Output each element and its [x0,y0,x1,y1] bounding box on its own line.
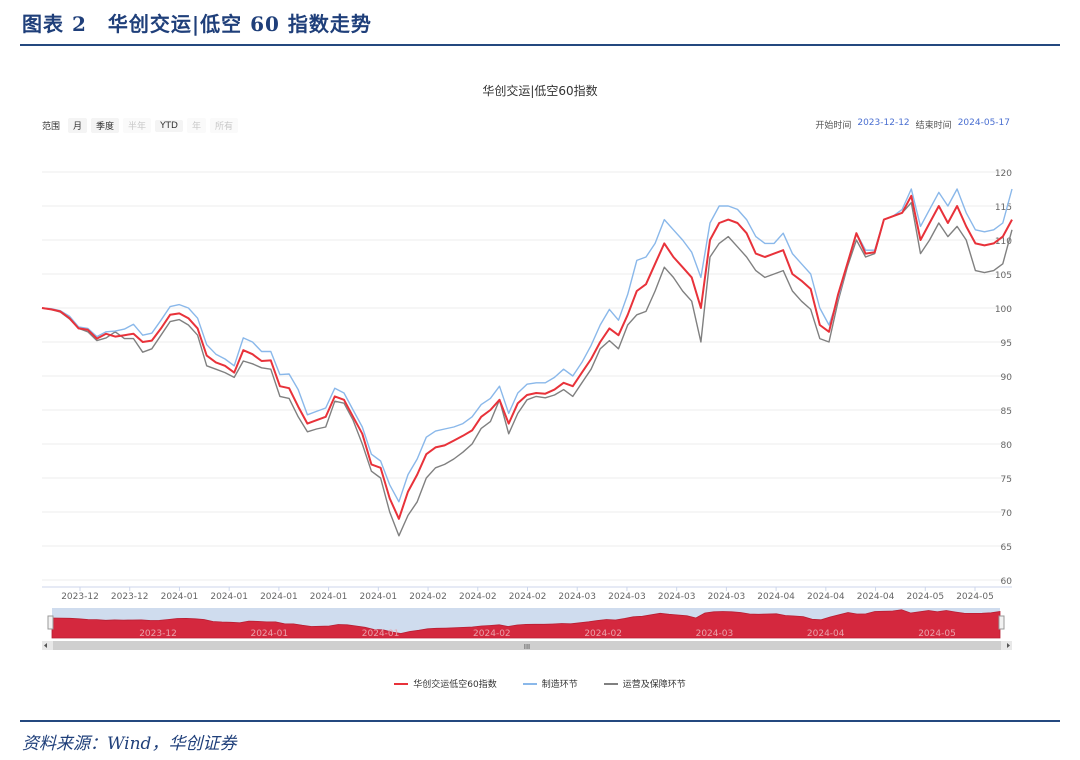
x-tick-label: 2024-05 [906,592,944,602]
x-tick-label: 2024-04 [807,592,845,602]
series-lines [41,188,1013,537]
legend-swatch-manufacturing [522,682,537,685]
end-date-label: 结束时间 [915,121,952,131]
range-button-half-year[interactable]: 半年 [123,118,152,133]
x-tick-label: 2024-03 [658,592,696,602]
range-label: 范围 [42,122,61,132]
legend-item-operations[interactable]: 运营及保障环节 [603,677,686,690]
scroll-right-icon[interactable] [1007,643,1010,648]
scrollbar-thumb[interactable] [53,641,1001,650]
end-date-input[interactable]: 2024-05-17 [957,118,1010,128]
x-tick-label: 2023-12 [111,592,149,602]
x-tick-label: 2024-02 [409,592,447,602]
x-tick-label: 2024-02 [509,592,547,602]
y-tick-label: 75 [1001,475,1012,485]
y-tick-label: 65 [1001,543,1012,553]
start-date-input[interactable]: 2023-12-12 [857,118,910,128]
x-tick-label: 2024-04 [757,592,795,602]
y-tick-label: 90 [1001,373,1013,383]
x-tick-label: 2024-02 [459,592,497,602]
x-tick-label: 2024-01 [310,592,348,602]
x-tick-label: 2024-03 [608,592,646,602]
navigator-label: 2024-03 [696,629,734,639]
footer-rule [20,720,1060,722]
range-button-year[interactable]: 年 [187,118,207,133]
y-tick-label: 60 [1001,577,1013,587]
y-tick-label: 110 [995,237,1012,247]
figure-header: 图表 2 华创交运|低空 60 指数走势 [22,12,372,36]
y-tick-label: 120 [995,169,1012,179]
legend-label-index: 华创交运低空60指数 [413,680,497,690]
legend-item-manufacturing[interactable]: 制造环节 [522,677,578,690]
range-button-all[interactable]: 所有 [210,118,239,133]
y-axis-labels: 60 65 70 75 80 85 90 95 100 105 110 115 120 [995,169,1012,587]
x-tick-label: 2024-01 [360,592,398,602]
navigator-label: 2024-05 [918,629,956,639]
y-tick-label: 80 [1001,441,1013,451]
navigator-handle-left[interactable] [47,615,54,630]
legend-swatch-operations [603,682,618,685]
x-tick-label: 2024-01 [161,592,199,602]
x-tick-label: 2024-01 [210,592,248,602]
series-line-index [41,194,1013,520]
x-tick-label: 2023-12 [61,592,99,602]
scroll-left-icon[interactable] [44,643,47,648]
header-rule [20,44,1060,46]
x-tick-label: 2024-04 [857,592,895,602]
y-tick-label: 70 [1001,509,1013,519]
legend: 华创交运低空60指数 制造环节 运营及保障环节 [0,677,1080,690]
navigator-label: 2024-01 [250,629,288,639]
start-date-label: 开始时间 [815,121,852,131]
date-range-inputs: 开始时间 2023-12-12 结束时间 2024-05-17 [815,118,1010,131]
series-line-manufacturing [41,188,1013,503]
scrollbar-grip: III [524,643,530,651]
range-selector: 范围 月 季度 半年 YTD 年 所有 [42,118,239,133]
navigator-label: 2024-04 [807,629,845,639]
x-axis: 2023-12 2023-12 2024-01 2024-01 2024-01 2024-… [42,586,1012,602]
navigator-handle-right[interactable] [998,615,1005,630]
navigator-label: 2023-12 [139,629,177,639]
source-note: 资料来源：Wind，华创证券 [22,734,237,754]
y-tick-label: 85 [1001,407,1012,417]
y-tick-label: 105 [995,271,1012,281]
series-line-operations [41,201,1013,537]
legend-label-operations: 运营及保障环节 [622,680,686,690]
grid-lines [42,171,1012,581]
legend-label-manufacturing: 制造环节 [541,680,578,690]
x-tick-label: 2024-03 [708,592,746,602]
navigator-area [51,609,1001,639]
x-tick-label: 2024-03 [558,592,596,602]
y-tick-label: 115 [995,203,1012,213]
range-button-ytd[interactable]: YTD [155,119,183,132]
navigator-label: 2024-02 [584,629,622,639]
navigator-label: 2024-01 [362,629,400,639]
y-tick-label: 100 [995,305,1012,315]
chart-title: 华创交运|低空60指数 [482,84,598,98]
y-tick-label: 95 [1001,339,1012,349]
navigator-label: 2024-02 [473,629,511,639]
navigator[interactable]: 2023-12 2024-01 2024-01 2024-02 2024-02 2024-… [42,608,1012,651]
x-tick-label: 2024-01 [260,592,298,602]
range-button-quarter[interactable]: 季度 [91,118,120,133]
x-tick-label: 2024-05 [956,592,994,602]
legend-item-index[interactable]: 华创交运低空60指数 [394,677,497,690]
legend-swatch-index [394,682,409,685]
range-button-month[interactable]: 月 [68,118,88,133]
